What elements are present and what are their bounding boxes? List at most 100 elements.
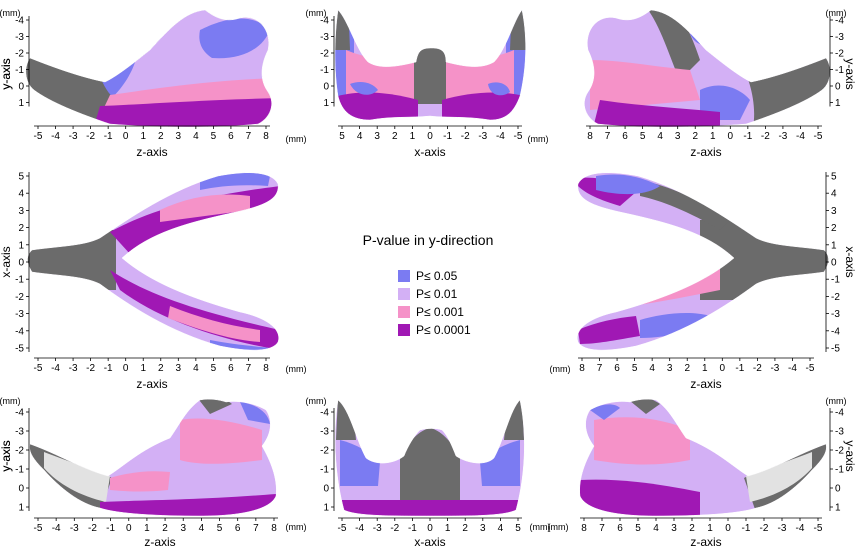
x-tick-label: 8: [587, 131, 593, 142]
x-tick-label: 4: [657, 131, 663, 142]
x-tick-label: 2: [392, 131, 398, 142]
y-tick-label: -3: [15, 309, 24, 320]
x-axis-label: z-axis: [690, 145, 721, 159]
y-tick-label: 4: [831, 189, 837, 200]
x-unit-label: (mm): [286, 522, 307, 532]
legend-swatch: [398, 306, 410, 318]
x-tick-label: 3: [176, 363, 182, 374]
y-tick-label: -1: [15, 65, 24, 76]
x-tick-label: -1: [735, 363, 744, 374]
x-tick-label: -4: [51, 131, 60, 142]
x-tick-label: 5: [632, 363, 638, 374]
x-axis-label: z-axis: [136, 145, 167, 159]
panel-top-middle: [334, 9, 527, 121]
region-p0001: [442, 92, 524, 120]
x-tick-label: -3: [770, 363, 779, 374]
x-axis-label: z-axis: [136, 377, 167, 391]
x-tick-label: 0: [126, 523, 132, 534]
y-axis-label: y-axis: [0, 58, 13, 89]
y-tick-label: 2: [18, 223, 24, 234]
x-unit-label: (mm): [530, 522, 551, 532]
y-unit-label: (mm): [306, 396, 327, 406]
heatmap-top-left: [25, 10, 272, 127]
x-tick-label: -1: [408, 523, 417, 534]
axes-top-middle: 5 4 3 2 1 0 -1 -2 -3 -4 -5x-axis(mm)-4-3-2-101y-ax…: [0, 8, 549, 159]
x-tick-label: -2: [390, 523, 399, 534]
x-tick-label: 5: [640, 131, 646, 142]
y-tick-label: -4: [831, 326, 840, 337]
x-tick-label: -5: [806, 363, 815, 374]
figure-title: P-value in y-direction: [363, 232, 494, 248]
x-tick-label: -3: [478, 131, 487, 142]
legend-label: P≤ 0.01: [416, 287, 458, 301]
y-tick-label: 4: [18, 189, 24, 200]
x-tick-label: 6: [235, 523, 241, 534]
x-tick-label: -2: [761, 131, 770, 142]
region-p001: [590, 60, 700, 110]
y-tick-label: -4: [15, 326, 24, 337]
region-p05: [240, 402, 270, 424]
y-tick-label: 1: [835, 503, 841, 514]
y-axis-label: y-axis: [0, 440, 13, 471]
region-p0001: [335, 500, 525, 516]
y-tick-label: -5: [15, 344, 24, 355]
heatmap-middle-left: [27, 172, 279, 351]
x-tick-label: -4: [496, 131, 505, 142]
x-tick-label: 0: [123, 363, 129, 374]
y-tick-label: 0: [835, 484, 841, 495]
x-axis-label: z-axis: [690, 535, 721, 549]
axes-top-left: -5 -4 -3 -2 -1 0 1 2 3 4 5 6 7 8z-axis(mm)-4-3-2-101y…: [0, 8, 307, 159]
x-tick-label: 7: [597, 363, 603, 374]
y-axis-label: x-axis: [843, 246, 856, 277]
y-tick-label: -3: [15, 32, 24, 43]
heatmap-top-right: [584, 10, 831, 127]
x-tick-label: 3: [671, 523, 677, 534]
axes-bottom-left: -5 -4 -3 -2 -1 0 1 2 3 4 5 6 7 8 z-axis (mm) -4 -3 -2 -1 0 1 y…: [0, 396, 307, 549]
y-axis-label: y-axis: [843, 440, 856, 471]
heatmap-top-middle: [335, 10, 526, 120]
region-p05: [350, 82, 378, 95]
x-tick-label: -2: [86, 363, 95, 374]
x-tick-label: -3: [373, 523, 382, 534]
axes-bottom-middle: -5 -4 -3 -2 -1 0 1 2 3 4 5x-axis(mm)-4-3-2-101y-ax…: [0, 396, 551, 549]
y-tick-label: -1: [15, 465, 24, 476]
x-tick-label: 4: [193, 131, 199, 142]
x-tick-label: 7: [253, 523, 259, 534]
x-tick-label: -1: [104, 363, 113, 374]
x-tick-label: -1: [104, 131, 113, 142]
x-unit-label: (mm): [548, 522, 569, 532]
region-p05: [340, 440, 380, 486]
x-tick-label: 2: [692, 131, 698, 142]
x-tick-label: -5: [34, 523, 43, 534]
x-tick-label: -4: [355, 523, 364, 534]
y-tick-label: -5: [831, 344, 840, 355]
x-tick-label: -5: [814, 131, 823, 142]
y-tick-label: 0: [835, 82, 841, 93]
y-tick-label: -3: [320, 32, 329, 43]
x-tick-label: 8: [581, 523, 587, 534]
region-p05: [640, 313, 710, 338]
x-axis-label: z-axis: [144, 535, 175, 549]
x-tick-label: 4: [357, 131, 363, 142]
y-tick-label: -4: [835, 408, 844, 419]
x-tick-label: -3: [778, 131, 787, 142]
x-unit-label: (mm): [286, 364, 307, 374]
x-tick-label: 8: [579, 363, 585, 374]
y-tick-label: 1: [323, 503, 329, 514]
x-tick-label: 3: [480, 523, 486, 534]
x-tick-label: 3: [675, 131, 681, 142]
y-tick-label: 1: [18, 240, 24, 251]
y-tick-label: 0: [323, 484, 329, 495]
x-tick-label: -4: [52, 523, 61, 534]
region-p05: [199, 18, 270, 59]
x-tick-label: 6: [228, 131, 234, 142]
y-tick-label: 0: [323, 82, 329, 93]
x-tick-label: 2: [462, 523, 468, 534]
region-p001: [346, 50, 414, 100]
region-missing: [44, 452, 110, 502]
x-tick-label: -4: [51, 363, 60, 374]
y-tick-label: 0: [831, 258, 837, 269]
x-tick-label: 2: [158, 363, 164, 374]
x-tick-label: 7: [599, 523, 605, 534]
